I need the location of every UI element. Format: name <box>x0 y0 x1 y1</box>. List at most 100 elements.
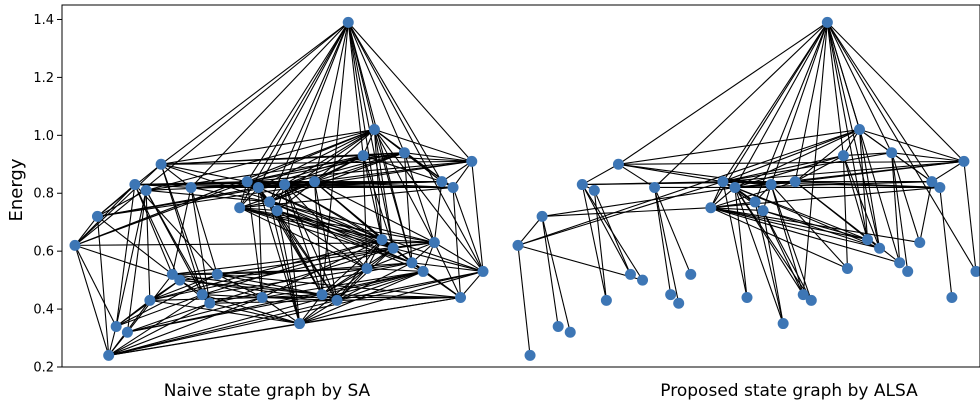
graph-node <box>428 236 440 248</box>
graph-edge <box>891 152 901 263</box>
graph-node <box>749 196 761 208</box>
graph-node <box>436 176 448 188</box>
graph-edge <box>127 302 210 333</box>
graph-node <box>477 265 489 277</box>
graph-node <box>837 150 849 162</box>
graph-edge <box>654 187 692 275</box>
panel-title-proposed: Proposed state graph by ALSA <box>660 381 918 401</box>
graph-node <box>103 349 115 361</box>
graph-edge <box>770 184 804 295</box>
graph-node <box>69 239 81 251</box>
graph-node <box>902 265 914 277</box>
node-layer <box>69 16 489 361</box>
graph-edge <box>794 155 844 183</box>
graph-edge <box>258 155 364 188</box>
graph-edge <box>770 22 828 185</box>
graph-edge <box>276 210 323 295</box>
graph-edge <box>366 241 435 270</box>
graph-node <box>447 181 459 193</box>
graph-edge <box>149 279 181 301</box>
y-tick-label: 0.6 <box>33 245 54 260</box>
graph-edge <box>190 187 211 304</box>
graph-node <box>361 263 373 275</box>
graph-node <box>174 274 186 286</box>
graph-edge <box>115 190 147 327</box>
graph-node <box>234 202 246 214</box>
graph-node <box>685 268 697 280</box>
graph-node <box>797 289 809 301</box>
graph-edge <box>314 129 375 183</box>
graph-edge <box>108 302 211 356</box>
graph-node <box>241 176 253 188</box>
graph-edge <box>963 161 977 272</box>
graph-edge <box>891 152 965 162</box>
graph-edge <box>172 273 263 299</box>
graph-edge <box>97 189 147 217</box>
graph-edge <box>434 241 484 272</box>
graph-edge <box>770 184 812 301</box>
graph-edge <box>919 181 933 243</box>
graph-edge <box>347 22 473 162</box>
graph-edge <box>794 129 860 183</box>
graph-edge <box>734 187 812 301</box>
graph-node <box>552 320 564 332</box>
graph-edge <box>363 152 405 157</box>
graph-edge <box>826 22 977 272</box>
graph-edge <box>247 160 472 183</box>
graph-node <box>934 181 946 193</box>
graph-edge <box>710 207 880 249</box>
graph-node <box>256 291 268 303</box>
graph-edge <box>891 152 921 243</box>
graph-edge <box>363 155 472 162</box>
graph-node <box>252 181 264 193</box>
graph-edge <box>149 239 383 301</box>
graph-edge <box>257 187 263 298</box>
graph-node <box>155 158 167 170</box>
graph-edge <box>171 187 192 275</box>
graph-node <box>387 242 399 254</box>
graph-edge <box>134 184 173 275</box>
graph-node <box>853 124 865 136</box>
graph-edge <box>347 22 394 249</box>
graph-edge <box>269 152 405 203</box>
graph-edge <box>74 21 349 246</box>
graph-edge <box>734 187 748 298</box>
graph-node <box>121 326 133 338</box>
graph-edge <box>299 299 338 325</box>
graph-edge <box>134 184 181 281</box>
graph-edge <box>422 270 461 298</box>
graph-node <box>624 268 636 280</box>
graph-edge <box>284 155 364 186</box>
graph-edge <box>618 21 828 165</box>
graph-node <box>765 179 777 191</box>
graph-node <box>805 294 817 306</box>
graph-node <box>841 263 853 275</box>
graph-edge <box>362 155 394 249</box>
graph-node <box>342 16 354 28</box>
graph-edge <box>160 164 211 304</box>
graph-edge <box>593 190 631 275</box>
graph-node <box>665 289 677 301</box>
graph-edge <box>257 187 301 324</box>
graph-edge <box>172 273 323 296</box>
graph-edge <box>826 22 881 249</box>
graph-node <box>512 239 524 251</box>
graph-node <box>376 234 388 246</box>
graph-edge <box>842 155 869 240</box>
graph-edge <box>209 299 338 304</box>
plot-frame <box>61 4 980 368</box>
graph-edge <box>362 155 368 269</box>
graph-edge <box>618 128 860 165</box>
graph-edge <box>276 210 368 269</box>
graph-node <box>129 179 141 191</box>
y-tick-label: 0.4 <box>33 303 54 318</box>
graph-edge <box>517 216 543 246</box>
graph-edge <box>276 210 301 324</box>
graph-edge <box>541 216 571 333</box>
graph-edge <box>362 155 383 240</box>
graph-edge <box>452 187 484 272</box>
graph-node <box>309 176 321 188</box>
graph-edge <box>108 299 338 356</box>
graph-edge <box>858 129 881 249</box>
graph-node <box>211 268 223 280</box>
